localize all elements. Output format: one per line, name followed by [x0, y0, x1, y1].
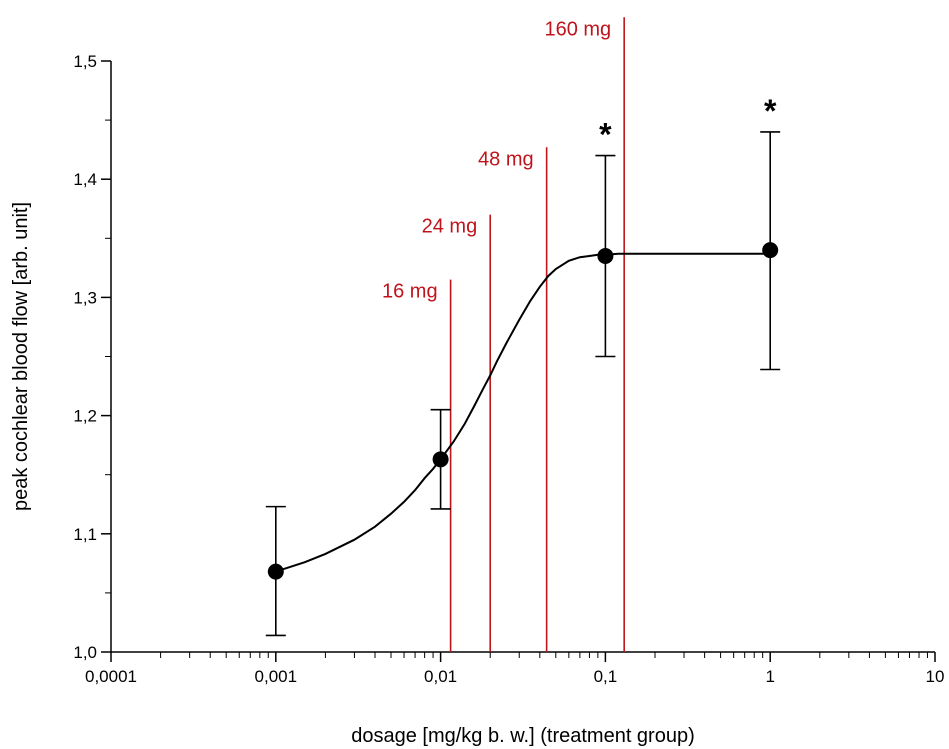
reference-line-label: 48 mg: [478, 148, 534, 170]
data-point: [267, 563, 284, 580]
data-point: [597, 248, 614, 265]
y-tick-label: 1,0: [73, 643, 97, 662]
x-tick-label: 1: [765, 667, 774, 686]
x-axis-label: dosage [mg/kg b. w.] (treatment group): [351, 725, 695, 747]
x-tick-label: 0,001: [255, 667, 298, 686]
reference-line-label: 160 mg: [544, 18, 611, 40]
y-tick-label: 1,5: [73, 52, 97, 71]
data-layer: **: [265, 93, 781, 637]
x-tick-label: 0,0001: [85, 667, 137, 686]
fit-curve: [275, 252, 771, 573]
data-point: [432, 451, 449, 468]
data-point: [762, 242, 779, 259]
x-tick-label: 0,01: [424, 667, 457, 686]
x-tick-label: 0,1: [594, 667, 618, 686]
significance-marker: *: [599, 117, 612, 153]
y-tick-label: 1,2: [73, 407, 97, 426]
reference-line-label: 24 mg: [422, 216, 478, 238]
y-tick-label: 1,4: [73, 170, 97, 189]
reference-line-label: 16 mg: [382, 281, 438, 303]
axes: 0,0001 0,001 0,01 0,1 1 10 1,0 1,1 1,2 1,3 1,4 1,5: [73, 52, 944, 686]
significance-marker: *: [764, 93, 777, 129]
y-tick-label: 1,3: [73, 288, 97, 307]
y-tick-label: 1,1: [73, 525, 97, 544]
reference-lines: 16 mg 24 mg 48 mg 160 mg: [382, 17, 625, 652]
x-tick-label: 10: [926, 667, 945, 686]
y-axis-label: peak cochlear blood flow [arb. unit]: [10, 202, 32, 511]
